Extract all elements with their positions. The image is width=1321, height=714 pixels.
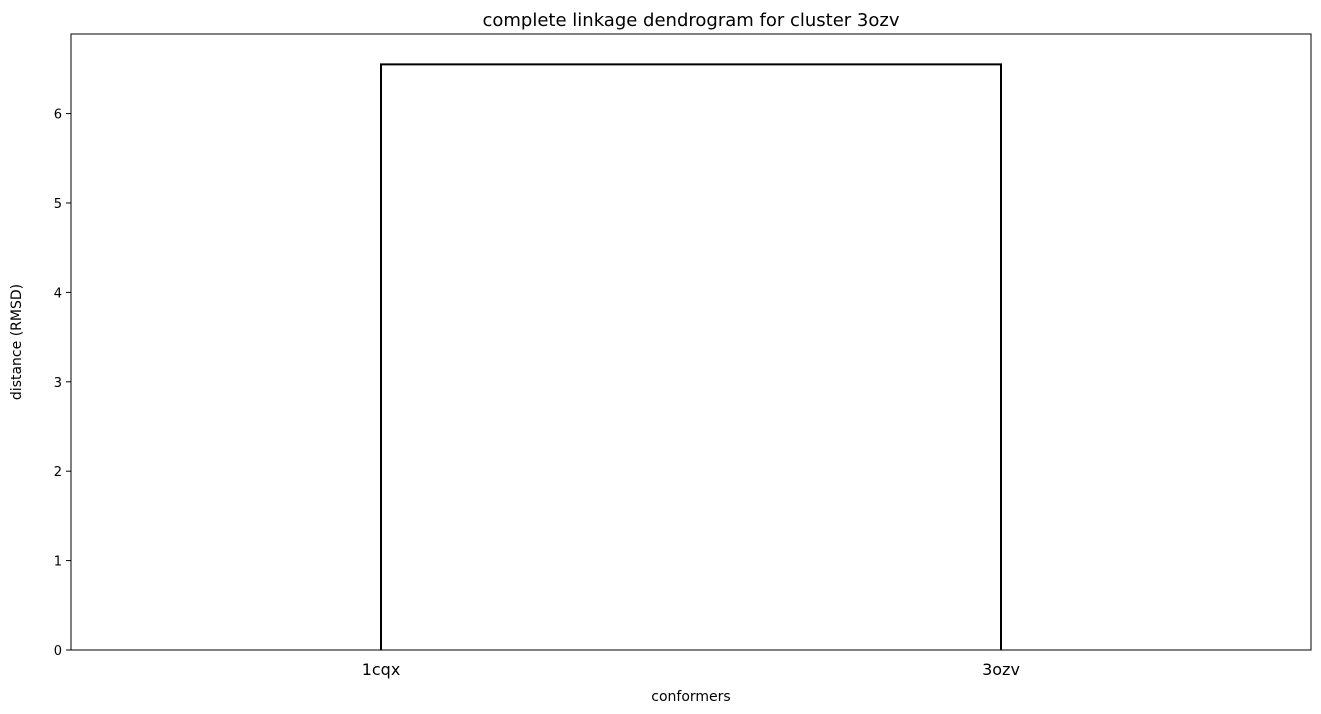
x-tick-label: 3ozv	[982, 660, 1020, 679]
x-axis-label: conformers	[651, 689, 730, 705]
plot-area	[380, 63, 1002, 650]
y-tick-label: 0	[54, 644, 62, 659]
y-axis: 0 1 2 3 4 5 6	[54, 108, 71, 659]
y-tick-label: 6	[54, 108, 62, 123]
axes-frame	[70, 33, 1312, 651]
y-axis-label: distance (RMSD)	[9, 284, 25, 400]
y-tick-label: 4	[54, 286, 62, 301]
x-axis: 1cqx 3ozv	[362, 660, 1020, 679]
y-tick-label: 3	[54, 376, 62, 391]
y-tick-label: 2	[54, 465, 62, 480]
y-tick-label: 1	[54, 555, 62, 570]
chart-title: complete linkage dendrogram for cluster …	[482, 10, 899, 31]
y-tick-label: 5	[54, 197, 62, 212]
x-tick-label: 1cqx	[362, 660, 401, 679]
dendrogram-link	[380, 63, 1002, 650]
